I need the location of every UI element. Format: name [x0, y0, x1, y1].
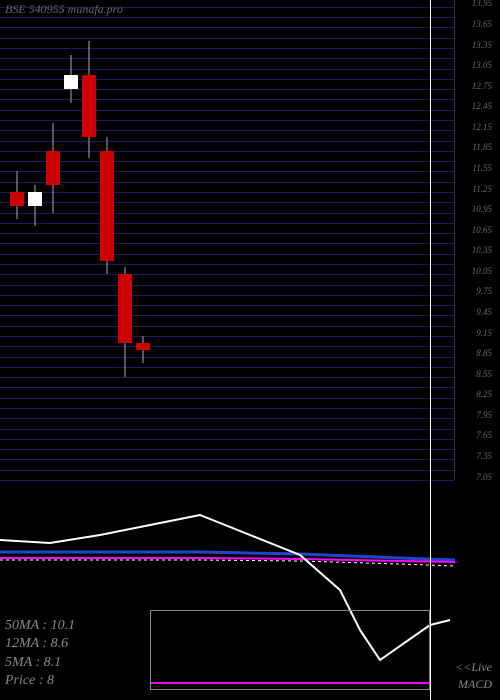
vertical-cursor-line	[430, 0, 431, 700]
candles	[0, 0, 454, 480]
ma12-label: 12MA : 8.6	[5, 635, 75, 653]
y-axis-labels: 13.9513.6513.3513.0512.7512.4512.1511.85…	[452, 0, 492, 480]
ma50-label: 50MA : 10.1	[5, 617, 75, 635]
chart-container: BSE 540955 munafa.pro 13.9513.6513.3513.…	[0, 0, 500, 700]
ma5-label: 5MA : 8.1	[5, 654, 75, 672]
live-box	[150, 610, 430, 690]
price-label: Price : 8	[5, 672, 75, 690]
live-label: <<Live	[455, 660, 492, 675]
info-box: 50MA : 10.1 12MA : 8.6 5MA : 8.1 Price :…	[5, 617, 75, 690]
macd-label: MACD	[458, 677, 492, 692]
chart-header: BSE 540955 munafa.pro	[5, 2, 123, 17]
price-chart	[0, 0, 455, 480]
